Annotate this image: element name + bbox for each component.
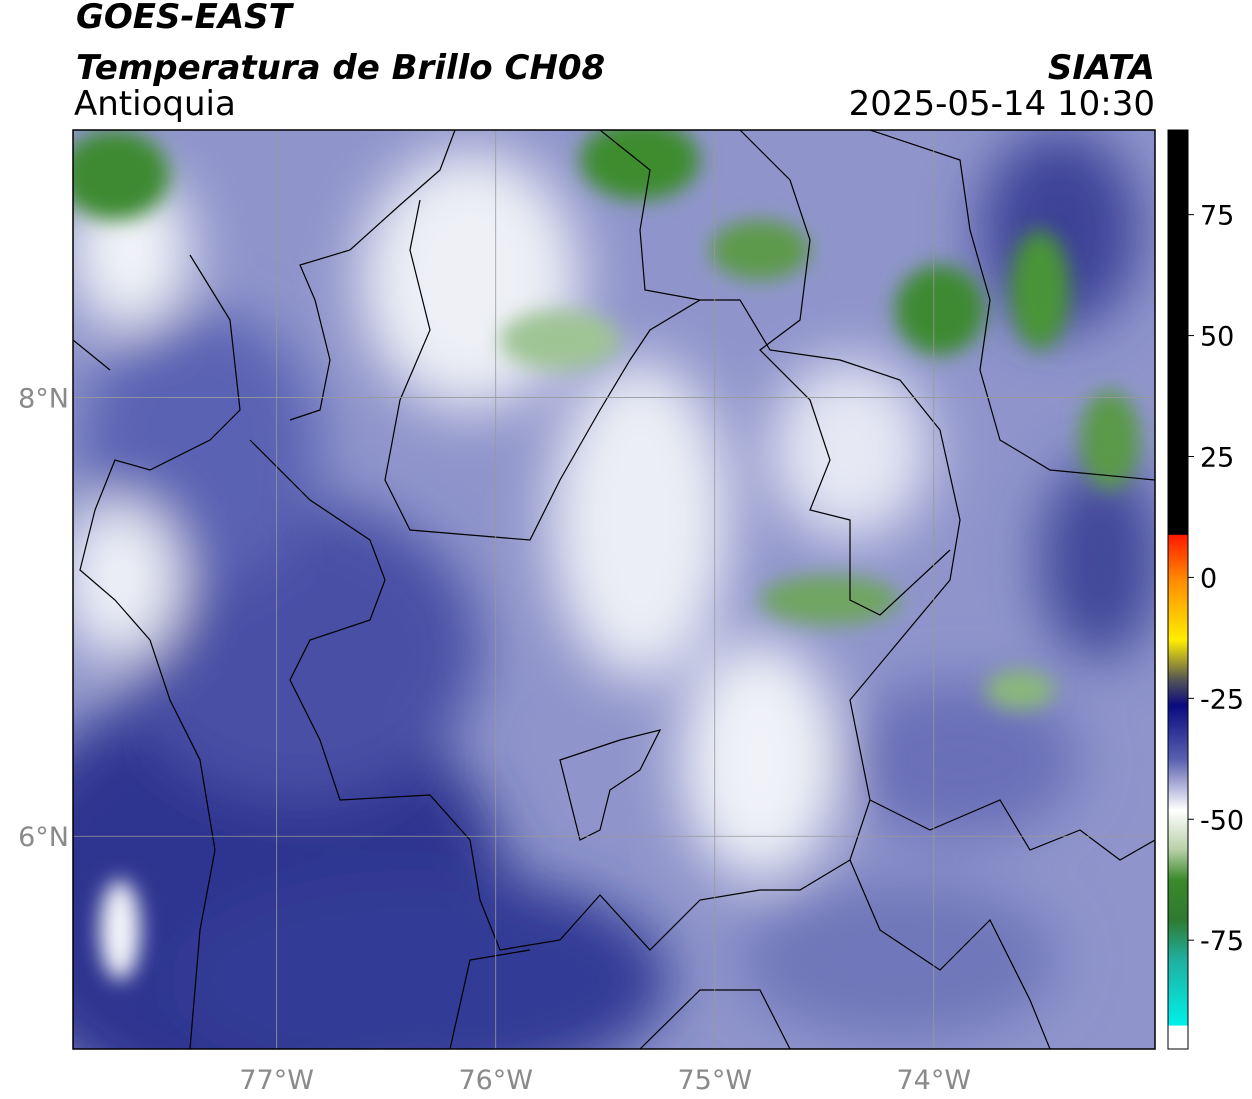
lat-label: 6°N	[18, 822, 69, 853]
satellite-image	[73, 130, 1155, 1049]
coastline	[289, 130, 456, 421]
colorbar-label: 25	[1200, 442, 1234, 473]
department-border	[599, 130, 701, 301]
colorbar-label: 50	[1200, 322, 1234, 353]
lon-label: 75°W	[677, 1065, 752, 1096]
colorbar-axis: -75 -50 -25 0 25 50 75	[1188, 201, 1244, 957]
municipality-border	[559, 729, 662, 841]
colorbar-label: -75	[1200, 926, 1244, 957]
department-border	[869, 130, 1155, 481]
department-border	[869, 799, 1155, 861]
source-label: SIATA	[1048, 48, 1155, 88]
colorbar-label: 75	[1200, 201, 1234, 232]
map-frame	[72, 129, 1156, 1050]
region-label: Antioquia	[74, 84, 236, 124]
colorbar	[1167, 129, 1189, 1050]
lon-label: 77°W	[239, 1065, 314, 1096]
lon-label: 74°W	[897, 1065, 972, 1096]
graticule	[73, 130, 1155, 1049]
lat-label: 8°N	[18, 384, 69, 415]
colorbar-label: -50	[1200, 805, 1244, 836]
colorbar-label: -25	[1200, 684, 1244, 715]
boundaries	[73, 130, 1155, 1049]
product-title: Temperatura de Brillo CH08	[76, 48, 605, 88]
datetime-label: 2025-05-14 10:30	[849, 84, 1155, 124]
lon-label: 76°W	[458, 1065, 533, 1096]
department-border	[449, 859, 1051, 1049]
coastline	[73, 254, 241, 1049]
satellite-title: GOES-EAST	[76, 0, 295, 37]
department-border	[249, 199, 961, 951]
department-border	[739, 130, 951, 616]
colorbar-label: 0	[1200, 563, 1217, 594]
